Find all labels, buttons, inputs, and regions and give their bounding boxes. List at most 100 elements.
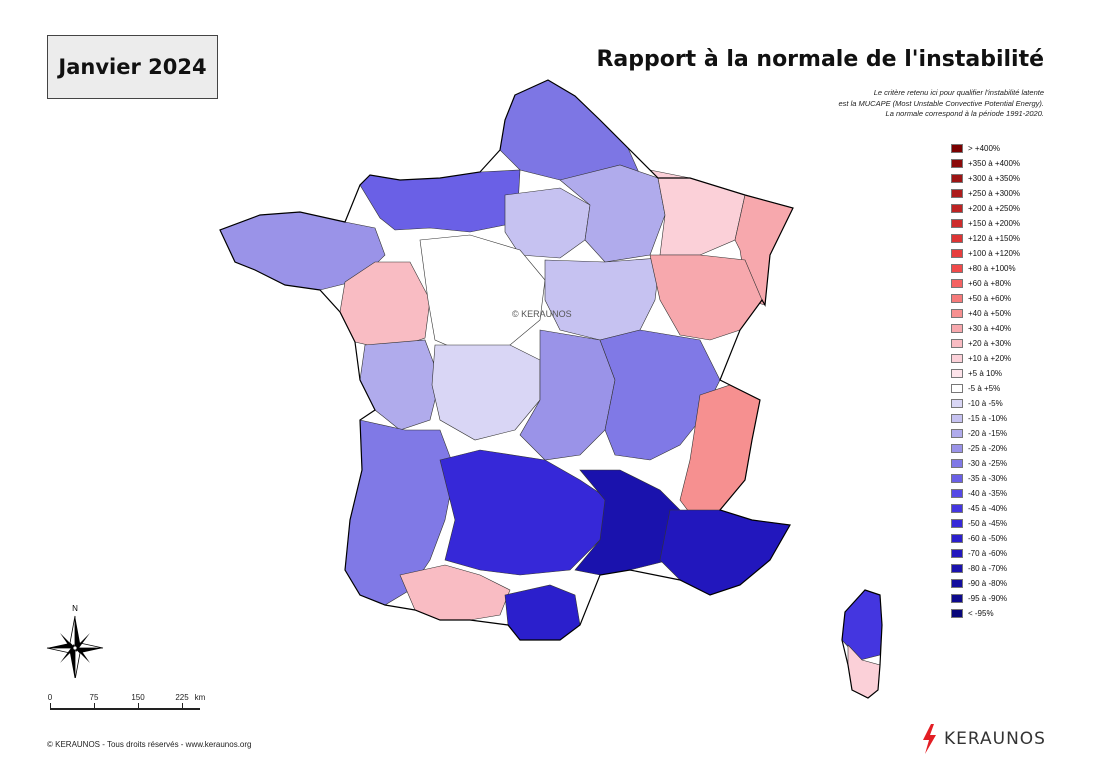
legend-label: +150 à +200% [968, 219, 1021, 228]
compass-rose-icon: N [46, 604, 104, 678]
legend-item: -80 à -70% [951, 563, 1007, 574]
region-centre [419, 234, 546, 356]
legend-label: -45 à -40% [968, 504, 1008, 513]
legend-label: -15 à -10% [968, 414, 1008, 423]
legend-label: +40 à +50% [968, 309, 1012, 318]
legend-swatch [951, 549, 963, 558]
legend-label: +250 à +300% [968, 189, 1021, 198]
description-line: est la MUCAPE (Most Unstable Convective … [838, 98, 1045, 108]
legend-swatch [951, 459, 963, 468]
region-normandie [359, 169, 521, 233]
region-bourgogne [544, 257, 661, 341]
legend-label: +30 à +40% [968, 324, 1012, 333]
legend-item: +100 à +120% [951, 248, 1020, 259]
legend-label: -60 à -50% [968, 534, 1008, 543]
legend-swatch [951, 309, 963, 318]
legend-label: +50 à +60% [968, 294, 1012, 303]
legend-label: +20 à +30% [968, 339, 1012, 348]
legend-swatch [951, 429, 963, 438]
legend-item: +150 à +200% [951, 218, 1020, 229]
legend-swatch [951, 354, 963, 363]
regions-layer [219, 79, 883, 699]
legend-label: -40 à -35% [968, 489, 1008, 498]
legend-swatch [951, 264, 963, 273]
legend-label: +200 à +250% [968, 204, 1021, 213]
legend-swatch [951, 234, 963, 243]
legend-swatch [951, 204, 963, 213]
france-outline [219, 79, 794, 641]
region-rhone-alpes [599, 329, 721, 461]
region-midi-pyrenees [439, 449, 611, 576]
legend-label: -80 à -70% [968, 564, 1008, 573]
legend-item: +120 à +150% [951, 233, 1020, 244]
legend-item: -35 à -30% [951, 473, 1007, 484]
legend-item: -90 à -80% [951, 578, 1007, 589]
map-description: Le critère retenu ici pour qualifier l'i… [839, 88, 1045, 120]
legend-label: -50 à -45% [968, 519, 1008, 528]
legend-label: < -95% [968, 609, 994, 618]
legend-swatch [951, 189, 963, 198]
legend-item: -40 à -35% [951, 488, 1007, 499]
legend-swatch [951, 144, 963, 153]
legend-label: -25 à -20% [968, 444, 1008, 453]
legend-item: +80 à +100% [951, 263, 1016, 274]
legend-item: +300 à +350% [951, 173, 1020, 184]
legend-swatch [951, 174, 963, 183]
legend-swatch [951, 579, 963, 588]
legend-label: +60 à +80% [968, 279, 1012, 288]
legend-item: +350 à +400% [951, 158, 1020, 169]
legend-item: +200 à +250% [951, 203, 1020, 214]
legend-label: > +400% [968, 144, 1001, 153]
legend-label: +350 à +400% [968, 159, 1021, 168]
legend-item: -30 à -25% [951, 458, 1007, 469]
legend-swatch [951, 339, 963, 348]
region-roussillon [504, 584, 581, 641]
scale-label: 150 [131, 693, 145, 702]
legend-item: -20 à -15% [951, 428, 1007, 439]
legend-item: -5 à +5% [951, 383, 1000, 394]
legend-item: +50 à +60% [951, 293, 1011, 304]
month-label: Janvier 2024 [58, 55, 207, 79]
legend-item: +250 à +300% [951, 188, 1020, 199]
legend-label: -95 à -90% [968, 594, 1008, 603]
legend-label: -10 à -5% [968, 399, 1003, 408]
legend-label: +80 à +100% [968, 264, 1016, 273]
legend-item: -50 à -45% [951, 518, 1007, 529]
legend-item: -70 à -60% [951, 548, 1007, 559]
region-pyrenees [399, 564, 511, 621]
compass-north-label: N [72, 604, 78, 613]
legend-item: -25 à -20% [951, 443, 1007, 454]
corse-outline [841, 589, 883, 699]
legend-swatch [951, 444, 963, 453]
copyright-footer: © KERAUNOS - Tous droits réservés - www.… [47, 740, 252, 749]
scale-unit: km [194, 693, 206, 702]
legend-swatch [951, 369, 963, 378]
legend-item: +60 à +80% [951, 278, 1011, 289]
region-franche-comte [649, 254, 763, 341]
brand-name: KERAUNOS [944, 729, 1046, 749]
keraunos-logo: KERAUNOS [920, 724, 1046, 754]
legend-swatch [951, 564, 963, 573]
scale-label: 225 [175, 693, 189, 702]
legend-item: +40 à +50% [951, 308, 1011, 319]
legend-label: +120 à +150% [968, 234, 1021, 243]
legend-label: -20 à -15% [968, 429, 1008, 438]
legend-item: +10 à +20% [951, 353, 1011, 364]
legend-item: +30 à +40% [951, 323, 1011, 334]
legend-label: -5 à +5% [968, 384, 1001, 393]
legend-swatch [951, 279, 963, 288]
legend-swatch [951, 219, 963, 228]
legend-swatch [951, 294, 963, 303]
legend-swatch [951, 159, 963, 168]
legend-swatch [951, 414, 963, 423]
legend-label: -70 à -60% [968, 549, 1008, 558]
legend-item: -15 à -10% [951, 413, 1007, 424]
description-line: Le critère retenu ici pour qualifier l'i… [873, 88, 1044, 97]
legend-label: -30 à -25% [968, 459, 1008, 468]
map-watermark: © KERAUNOS [512, 309, 572, 319]
lightning-icon [923, 724, 936, 754]
legend-item: -45 à -40% [951, 503, 1007, 514]
legend-swatch [951, 384, 963, 393]
legend-swatch [951, 324, 963, 333]
